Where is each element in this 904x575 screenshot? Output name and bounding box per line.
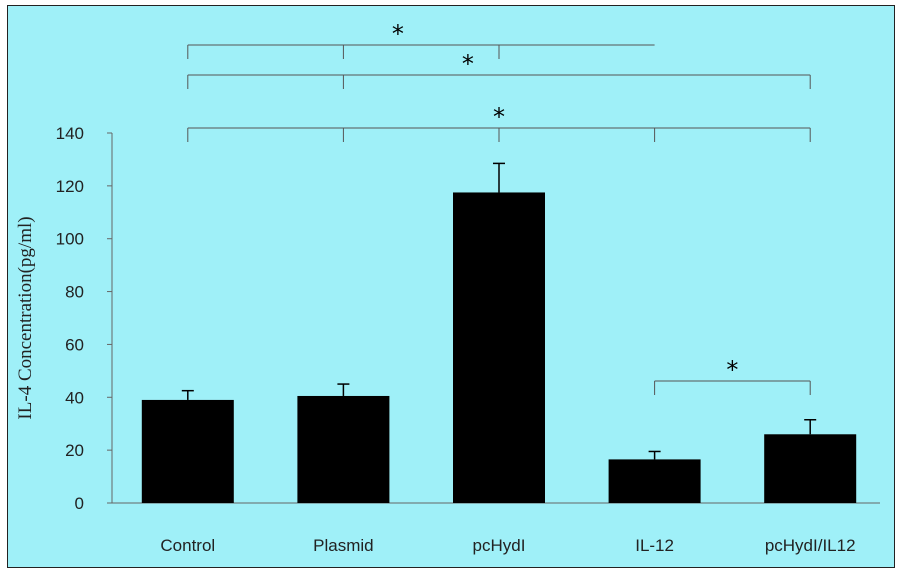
x-tick-label: pcHydI/IL12: [765, 536, 856, 555]
y-tick-label: 80: [65, 283, 84, 302]
significance-star: *: [493, 103, 505, 131]
significance-star: *: [726, 356, 738, 384]
bar: [141, 399, 234, 503]
bar: [764, 434, 857, 503]
y-tick-label: 140: [56, 124, 84, 143]
y-tick-label: 60: [65, 335, 84, 354]
y-tick-label: 120: [56, 177, 84, 196]
significance-star: *: [392, 20, 404, 48]
axes: 0 20 40 60 80 100 120 140 Control Plasmid pcHydI IL…: [56, 124, 880, 555]
bar: [453, 192, 545, 503]
bars: [141, 162, 857, 503]
y-tick-label: 100: [56, 230, 84, 249]
x-tick-label: Control: [160, 536, 215, 555]
x-tick-label: pcHydI: [473, 536, 526, 555]
y-tick-label: 40: [65, 388, 84, 407]
significance-brackets: * * * *: [187, 20, 811, 395]
y-tick-label: 20: [65, 441, 84, 460]
x-tick-label: Plasmid: [313, 536, 373, 555]
bar: [608, 459, 701, 503]
y-axis-label: IL-4 Concentration(pg/ml): [15, 216, 36, 419]
y-tick-label: 0: [75, 494, 84, 513]
bar: [297, 395, 390, 503]
x-tick-label: IL-12: [635, 536, 674, 555]
significance-star: *: [462, 50, 474, 78]
